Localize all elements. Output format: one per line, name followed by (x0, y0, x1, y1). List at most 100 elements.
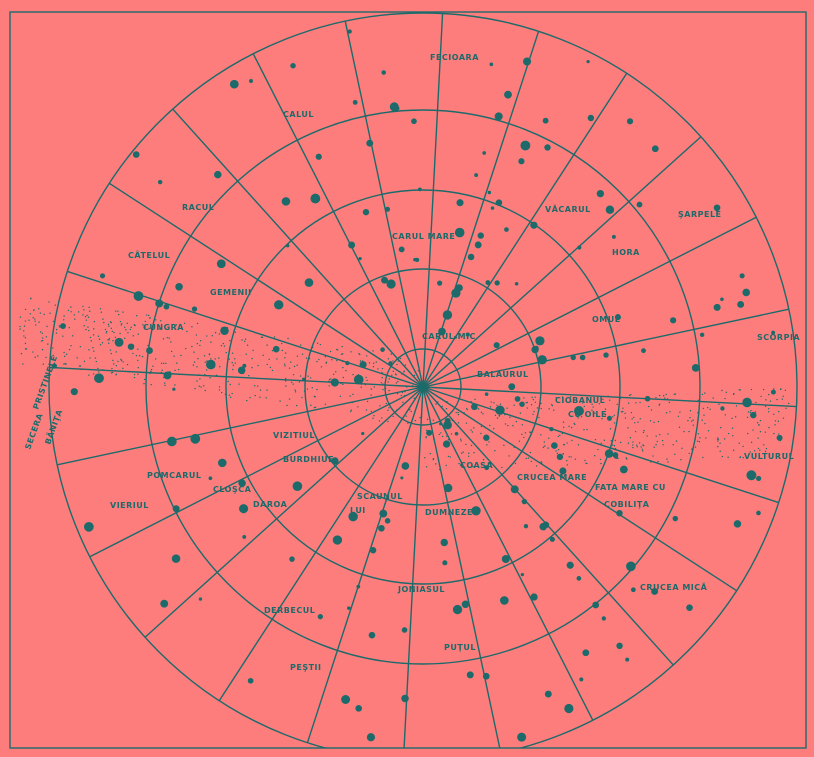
star (401, 694, 409, 703)
star (190, 433, 201, 444)
milky-way-dot (186, 330, 188, 333)
star (385, 206, 391, 212)
milky-way-dot (161, 369, 163, 371)
milky-way-dot (697, 399, 699, 402)
milky-way-dot (642, 444, 644, 446)
milky-way-dot (457, 422, 460, 424)
milky-way-dot (382, 383, 384, 385)
milky-way-dot (532, 398, 535, 401)
milky-way-dot (224, 393, 227, 395)
milky-way-dot (697, 412, 699, 414)
milky-way-dot (310, 350, 312, 352)
milky-way-dot (598, 403, 601, 405)
milky-way-dot (177, 368, 180, 371)
star (493, 342, 500, 349)
milky-way-dot (125, 329, 127, 331)
milky-way-dot (88, 329, 90, 332)
star (733, 520, 742, 528)
star (686, 604, 693, 612)
milky-way-dot (752, 429, 754, 431)
milky-way-dot (681, 447, 683, 449)
milky-way-dot (225, 351, 228, 354)
milky-way-dot (117, 310, 119, 312)
milky-way-dot (165, 362, 167, 365)
milky-way-dot (124, 337, 126, 340)
milky-way-dot (106, 330, 108, 333)
milky-way-dot (719, 426, 722, 429)
milky-way-dot (166, 336, 168, 339)
milky-way-dot (120, 358, 122, 361)
star (495, 405, 505, 415)
milky-way-dot (633, 416, 635, 419)
milky-way-dot (773, 388, 775, 390)
milky-way-dot (20, 352, 23, 355)
milky-way-dot (23, 330, 25, 332)
star (523, 57, 532, 66)
milky-way-dot (509, 442, 512, 445)
milky-way-dot (64, 362, 66, 365)
milky-way-dot (312, 346, 314, 349)
milky-way-dot (536, 407, 539, 409)
milky-way-dot (702, 407, 705, 410)
milky-way-dot (366, 400, 369, 403)
milky-way-dot (37, 355, 39, 357)
milky-way-dot (124, 326, 126, 328)
milky-way-dot (627, 427, 629, 429)
milky-way-dot (32, 317, 34, 319)
milky-way-dot (325, 361, 328, 363)
milky-way-dot (350, 351, 352, 353)
star (537, 355, 547, 365)
star (619, 465, 628, 474)
constellation-label: BURDHIUE (283, 455, 334, 464)
spoke (144, 386, 424, 638)
milky-way-dot (410, 410, 412, 413)
milky-way-dot (650, 461, 652, 463)
milky-way-dot (229, 396, 232, 399)
milky-way-dot (350, 409, 352, 411)
milky-way-dot (299, 375, 302, 377)
star (482, 672, 490, 680)
milky-way-dot (400, 394, 402, 397)
milky-way-dot (340, 382, 342, 385)
milky-way-dot (368, 362, 371, 364)
milky-way-dot (397, 381, 399, 383)
milky-way-dot (120, 324, 122, 326)
milky-way-dot (301, 353, 304, 355)
milky-way-dot (465, 443, 467, 446)
milky-way-dot (763, 444, 765, 446)
milky-way-dot (655, 396, 657, 399)
milky-way-dot (148, 314, 150, 317)
star (713, 303, 721, 311)
milky-way-dot (375, 361, 378, 363)
milky-way-dot (584, 459, 586, 462)
star (603, 352, 609, 358)
milky-way-dot (538, 416, 540, 419)
milky-way-dot (19, 316, 22, 318)
milky-way-dot (759, 449, 761, 452)
milky-way-dot (266, 389, 268, 391)
milky-way-dot (223, 345, 226, 347)
milky-way-dot (406, 386, 408, 388)
milky-way-dot (783, 453, 785, 455)
constellation-label: RACUL (182, 203, 214, 212)
milky-way-dot (465, 422, 468, 424)
milky-way-dot (733, 392, 735, 395)
milky-way-dot (203, 355, 206, 357)
milky-way-dot (341, 345, 343, 348)
milky-way-dot (229, 383, 231, 386)
star (172, 387, 176, 391)
star (378, 524, 385, 532)
milky-way-dot (750, 388, 753, 391)
milky-way-dot (756, 422, 759, 424)
star (465, 332, 470, 337)
milky-way-dot (638, 442, 641, 444)
milky-way-dot (283, 363, 286, 365)
milky-way-dot (349, 395, 351, 397)
star (341, 695, 351, 704)
spoke (252, 53, 424, 388)
milky-way-dot (470, 444, 473, 447)
star (570, 354, 576, 361)
star (290, 62, 296, 69)
milky-way-dot (93, 350, 95, 352)
milky-way-dot (657, 460, 659, 463)
